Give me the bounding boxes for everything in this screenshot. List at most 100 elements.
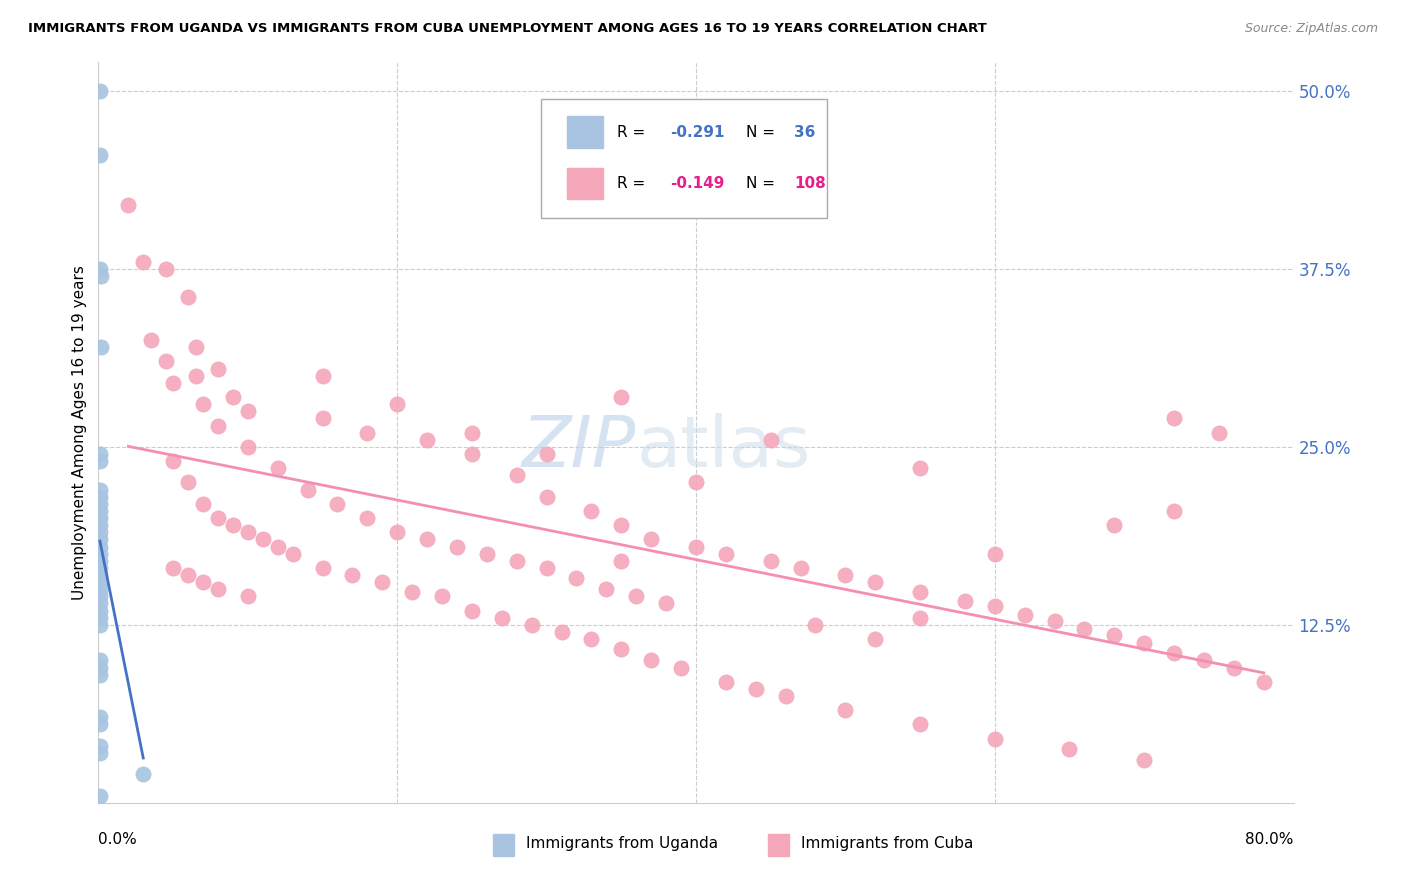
Point <box>89 604 111 618</box>
Point <box>162 376 184 390</box>
Point <box>236 590 259 604</box>
Point <box>610 518 633 533</box>
Point <box>236 525 259 540</box>
Point <box>1192 653 1215 667</box>
Bar <box>567 117 603 147</box>
Point <box>89 667 111 681</box>
Point <box>401 585 423 599</box>
Point <box>908 461 931 475</box>
Point <box>177 568 200 582</box>
Text: Immigrants from Cuba: Immigrants from Cuba <box>801 836 973 851</box>
Point <box>89 490 111 504</box>
Point <box>865 632 887 646</box>
Point <box>834 703 856 717</box>
Point <box>908 610 931 624</box>
Bar <box>494 834 515 856</box>
Text: IMMIGRANTS FROM UGANDA VS IMMIGRANTS FROM CUBA UNEMPLOYMENT AMONG AGES 16 TO 19 : IMMIGRANTS FROM UGANDA VS IMMIGRANTS FRO… <box>28 22 987 36</box>
Point <box>155 261 177 276</box>
Point <box>714 674 737 689</box>
Point <box>267 540 290 554</box>
Point <box>89 597 111 611</box>
Point <box>953 593 976 607</box>
Point <box>89 617 111 632</box>
Point <box>89 454 111 468</box>
Point <box>89 148 111 162</box>
Point <box>89 717 111 731</box>
Point <box>89 518 111 533</box>
Point <box>984 547 1007 561</box>
Point <box>89 447 111 461</box>
Point <box>714 547 737 561</box>
Text: 36: 36 <box>794 125 815 139</box>
Point <box>1059 741 1081 756</box>
Point <box>89 575 111 590</box>
Point <box>89 653 111 667</box>
Point <box>117 198 139 212</box>
Point <box>297 483 319 497</box>
Point <box>311 411 333 425</box>
Point <box>89 533 111 547</box>
Point <box>89 582 111 597</box>
Bar <box>768 834 789 856</box>
Point <box>655 597 678 611</box>
Point <box>89 789 111 803</box>
Text: N =: N = <box>747 125 780 139</box>
Point <box>222 518 245 533</box>
Point <box>207 511 229 525</box>
Point <box>461 447 484 461</box>
Point <box>804 617 827 632</box>
Point <box>506 554 529 568</box>
Point <box>342 568 364 582</box>
Point <box>236 404 259 418</box>
Point <box>356 425 378 440</box>
Point <box>89 554 111 568</box>
Point <box>1133 753 1156 767</box>
Point <box>207 361 229 376</box>
Point <box>89 497 111 511</box>
Point <box>132 767 155 781</box>
FancyBboxPatch shape <box>541 99 827 218</box>
Point <box>311 561 333 575</box>
Point <box>984 599 1007 614</box>
Point <box>1014 607 1036 622</box>
Text: R =: R = <box>617 177 650 192</box>
Point <box>1253 674 1275 689</box>
Text: Immigrants from Uganda: Immigrants from Uganda <box>526 836 718 851</box>
Point <box>89 540 111 554</box>
Point <box>1163 411 1185 425</box>
Point <box>89 547 111 561</box>
Point <box>191 575 214 590</box>
Point <box>789 561 811 575</box>
Point <box>89 511 111 525</box>
Point <box>984 731 1007 746</box>
Point <box>222 390 245 404</box>
Point <box>139 333 162 347</box>
Bar <box>567 169 603 200</box>
Point <box>155 354 177 368</box>
Point <box>385 525 409 540</box>
Point <box>416 533 439 547</box>
Point <box>461 425 484 440</box>
Text: 80.0%: 80.0% <box>1246 831 1294 847</box>
Point <box>207 418 229 433</box>
Point <box>416 433 439 447</box>
Point <box>184 368 207 383</box>
Point <box>89 568 111 582</box>
Point <box>775 689 797 703</box>
Point <box>506 468 529 483</box>
Point <box>89 610 111 624</box>
Point <box>89 261 111 276</box>
Point <box>132 254 155 268</box>
Point <box>89 739 111 753</box>
Point <box>759 433 782 447</box>
Text: 108: 108 <box>794 177 825 192</box>
Point <box>581 504 603 518</box>
Point <box>252 533 274 547</box>
Point <box>89 525 111 540</box>
Point <box>371 575 394 590</box>
Point <box>184 340 207 354</box>
Text: -0.149: -0.149 <box>669 177 724 192</box>
Y-axis label: Unemployment Among Ages 16 to 19 years: Unemployment Among Ages 16 to 19 years <box>72 265 87 600</box>
Point <box>865 575 887 590</box>
Point <box>89 483 111 497</box>
